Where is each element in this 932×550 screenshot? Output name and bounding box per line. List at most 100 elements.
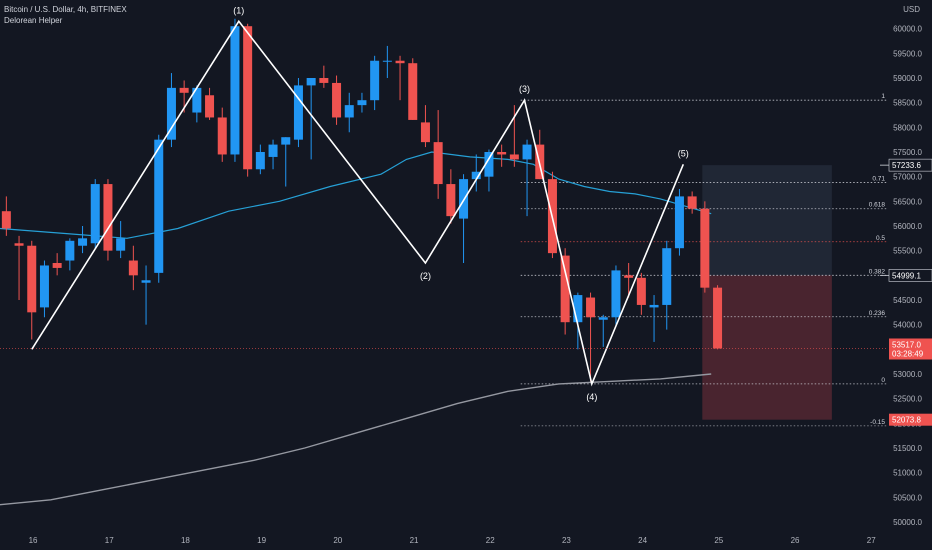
candle bbox=[128, 245, 138, 291]
candle bbox=[700, 201, 710, 293]
price-tick-label: 56500.0 bbox=[893, 197, 922, 206]
time-axis[interactable]: 16 17 18 19 20 21 22 23 24 25 26 27 bbox=[29, 536, 877, 545]
time-tick-label: 24 bbox=[638, 536, 647, 545]
candle-body bbox=[509, 154, 519, 160]
candle bbox=[624, 263, 634, 298]
price-tick-label: 50000.0 bbox=[893, 518, 922, 527]
candle bbox=[522, 139, 532, 217]
candle bbox=[560, 248, 570, 335]
candle-body bbox=[471, 171, 481, 180]
candle bbox=[90, 179, 100, 249]
price-tick-label: 60000.0 bbox=[893, 25, 922, 34]
candle-body bbox=[611, 270, 621, 318]
candle-body bbox=[268, 144, 278, 157]
fib-label: 0.236 bbox=[869, 310, 886, 317]
candle bbox=[611, 265, 621, 325]
candle bbox=[649, 295, 659, 342]
time-tick-label: 16 bbox=[29, 536, 38, 545]
currency-label: USD bbox=[903, 5, 920, 14]
stop-price-value: 52073.8 bbox=[892, 416, 921, 425]
symbol-title[interactable]: Bitcoin / U.S. Dollar, 4h, BITFINEX bbox=[4, 5, 127, 14]
candle-body bbox=[39, 265, 49, 308]
candle-body bbox=[674, 196, 684, 249]
chart-legend: Bitcoin / U.S. Dollar, 4h, BITFINEX Delo… bbox=[4, 4, 127, 26]
candle-body bbox=[370, 60, 380, 101]
candle-body bbox=[255, 152, 265, 170]
fib-label: -0.15 bbox=[870, 419, 885, 426]
candle-body bbox=[624, 275, 634, 278]
candle bbox=[687, 191, 697, 214]
last-price-tag bbox=[889, 338, 932, 360]
fib-label: 1 bbox=[881, 93, 885, 100]
price-tick-label: 54000.0 bbox=[893, 321, 922, 330]
price-tag-value: 54999.1 bbox=[892, 271, 921, 280]
candle bbox=[103, 179, 113, 261]
candle-body bbox=[141, 280, 151, 283]
candle bbox=[192, 85, 202, 123]
candle bbox=[433, 110, 443, 199]
price-tick-label: 57500.0 bbox=[893, 148, 922, 157]
price-tick-label: 54500.0 bbox=[893, 296, 922, 305]
candle bbox=[357, 92, 367, 113]
price-tick-label: 59000.0 bbox=[893, 74, 922, 83]
candle bbox=[713, 285, 723, 350]
candle bbox=[674, 189, 684, 256]
candle bbox=[306, 78, 316, 160]
candle-body bbox=[52, 263, 62, 268]
time-tick-label: 22 bbox=[486, 536, 495, 545]
candle-body bbox=[382, 60, 392, 62]
candle-body bbox=[433, 142, 443, 185]
indicator-name[interactable]: Delorean Helper bbox=[4, 16, 63, 25]
candle bbox=[662, 240, 672, 330]
candle-body bbox=[78, 238, 88, 246]
candle bbox=[484, 149, 494, 192]
candle-body bbox=[116, 238, 126, 251]
time-tick-label: 25 bbox=[714, 536, 723, 545]
candle bbox=[205, 87, 215, 120]
fib-retracement: 1 0.71 0.618 0.5 0.382 0.236 0 -0.15 bbox=[520, 93, 888, 427]
candle-body bbox=[408, 63, 418, 120]
candle bbox=[598, 314, 608, 347]
candle bbox=[27, 240, 37, 340]
wave-path bbox=[31, 19, 685, 387]
candle bbox=[52, 253, 62, 276]
candle-body bbox=[179, 87, 189, 93]
candle-body bbox=[344, 105, 354, 118]
price-tags: 57233.6 54999.1 53517.003:28:49 52073.8 bbox=[0, 158, 932, 426]
candle-body bbox=[103, 184, 113, 251]
candle bbox=[268, 139, 278, 170]
price-tick-label: 51000.0 bbox=[893, 469, 922, 478]
price-tick-label: 59500.0 bbox=[893, 49, 922, 58]
candle-body bbox=[166, 87, 176, 140]
price-tag-value: 57233.6 bbox=[892, 161, 921, 170]
candle bbox=[166, 73, 176, 148]
time-tick-label: 20 bbox=[333, 536, 342, 545]
candle bbox=[39, 260, 49, 318]
candle bbox=[230, 18, 240, 162]
time-tick-label: 27 bbox=[867, 536, 876, 545]
candle-body bbox=[446, 184, 456, 217]
candle-body bbox=[128, 260, 138, 276]
price-tick-label: 57000.0 bbox=[893, 173, 922, 182]
candle bbox=[332, 75, 342, 125]
candle bbox=[65, 238, 75, 271]
candle-body bbox=[420, 122, 430, 143]
candle bbox=[420, 105, 430, 148]
candle-body bbox=[306, 78, 316, 86]
candle bbox=[141, 265, 151, 325]
candle-body bbox=[700, 208, 710, 288]
candle-body bbox=[598, 317, 608, 320]
candle bbox=[319, 65, 329, 88]
time-tick-label: 21 bbox=[410, 536, 419, 545]
candle-body bbox=[573, 295, 583, 323]
candle-body bbox=[319, 78, 329, 83]
wave-label: (1) bbox=[233, 5, 244, 15]
price-tick-label: 55500.0 bbox=[893, 247, 922, 256]
price-tick-label: 58000.0 bbox=[893, 123, 922, 132]
time-tick-label: 17 bbox=[105, 536, 114, 545]
candle-body bbox=[713, 287, 723, 349]
candle bbox=[14, 235, 24, 300]
candle-body bbox=[90, 184, 100, 244]
candle-body bbox=[484, 152, 494, 177]
